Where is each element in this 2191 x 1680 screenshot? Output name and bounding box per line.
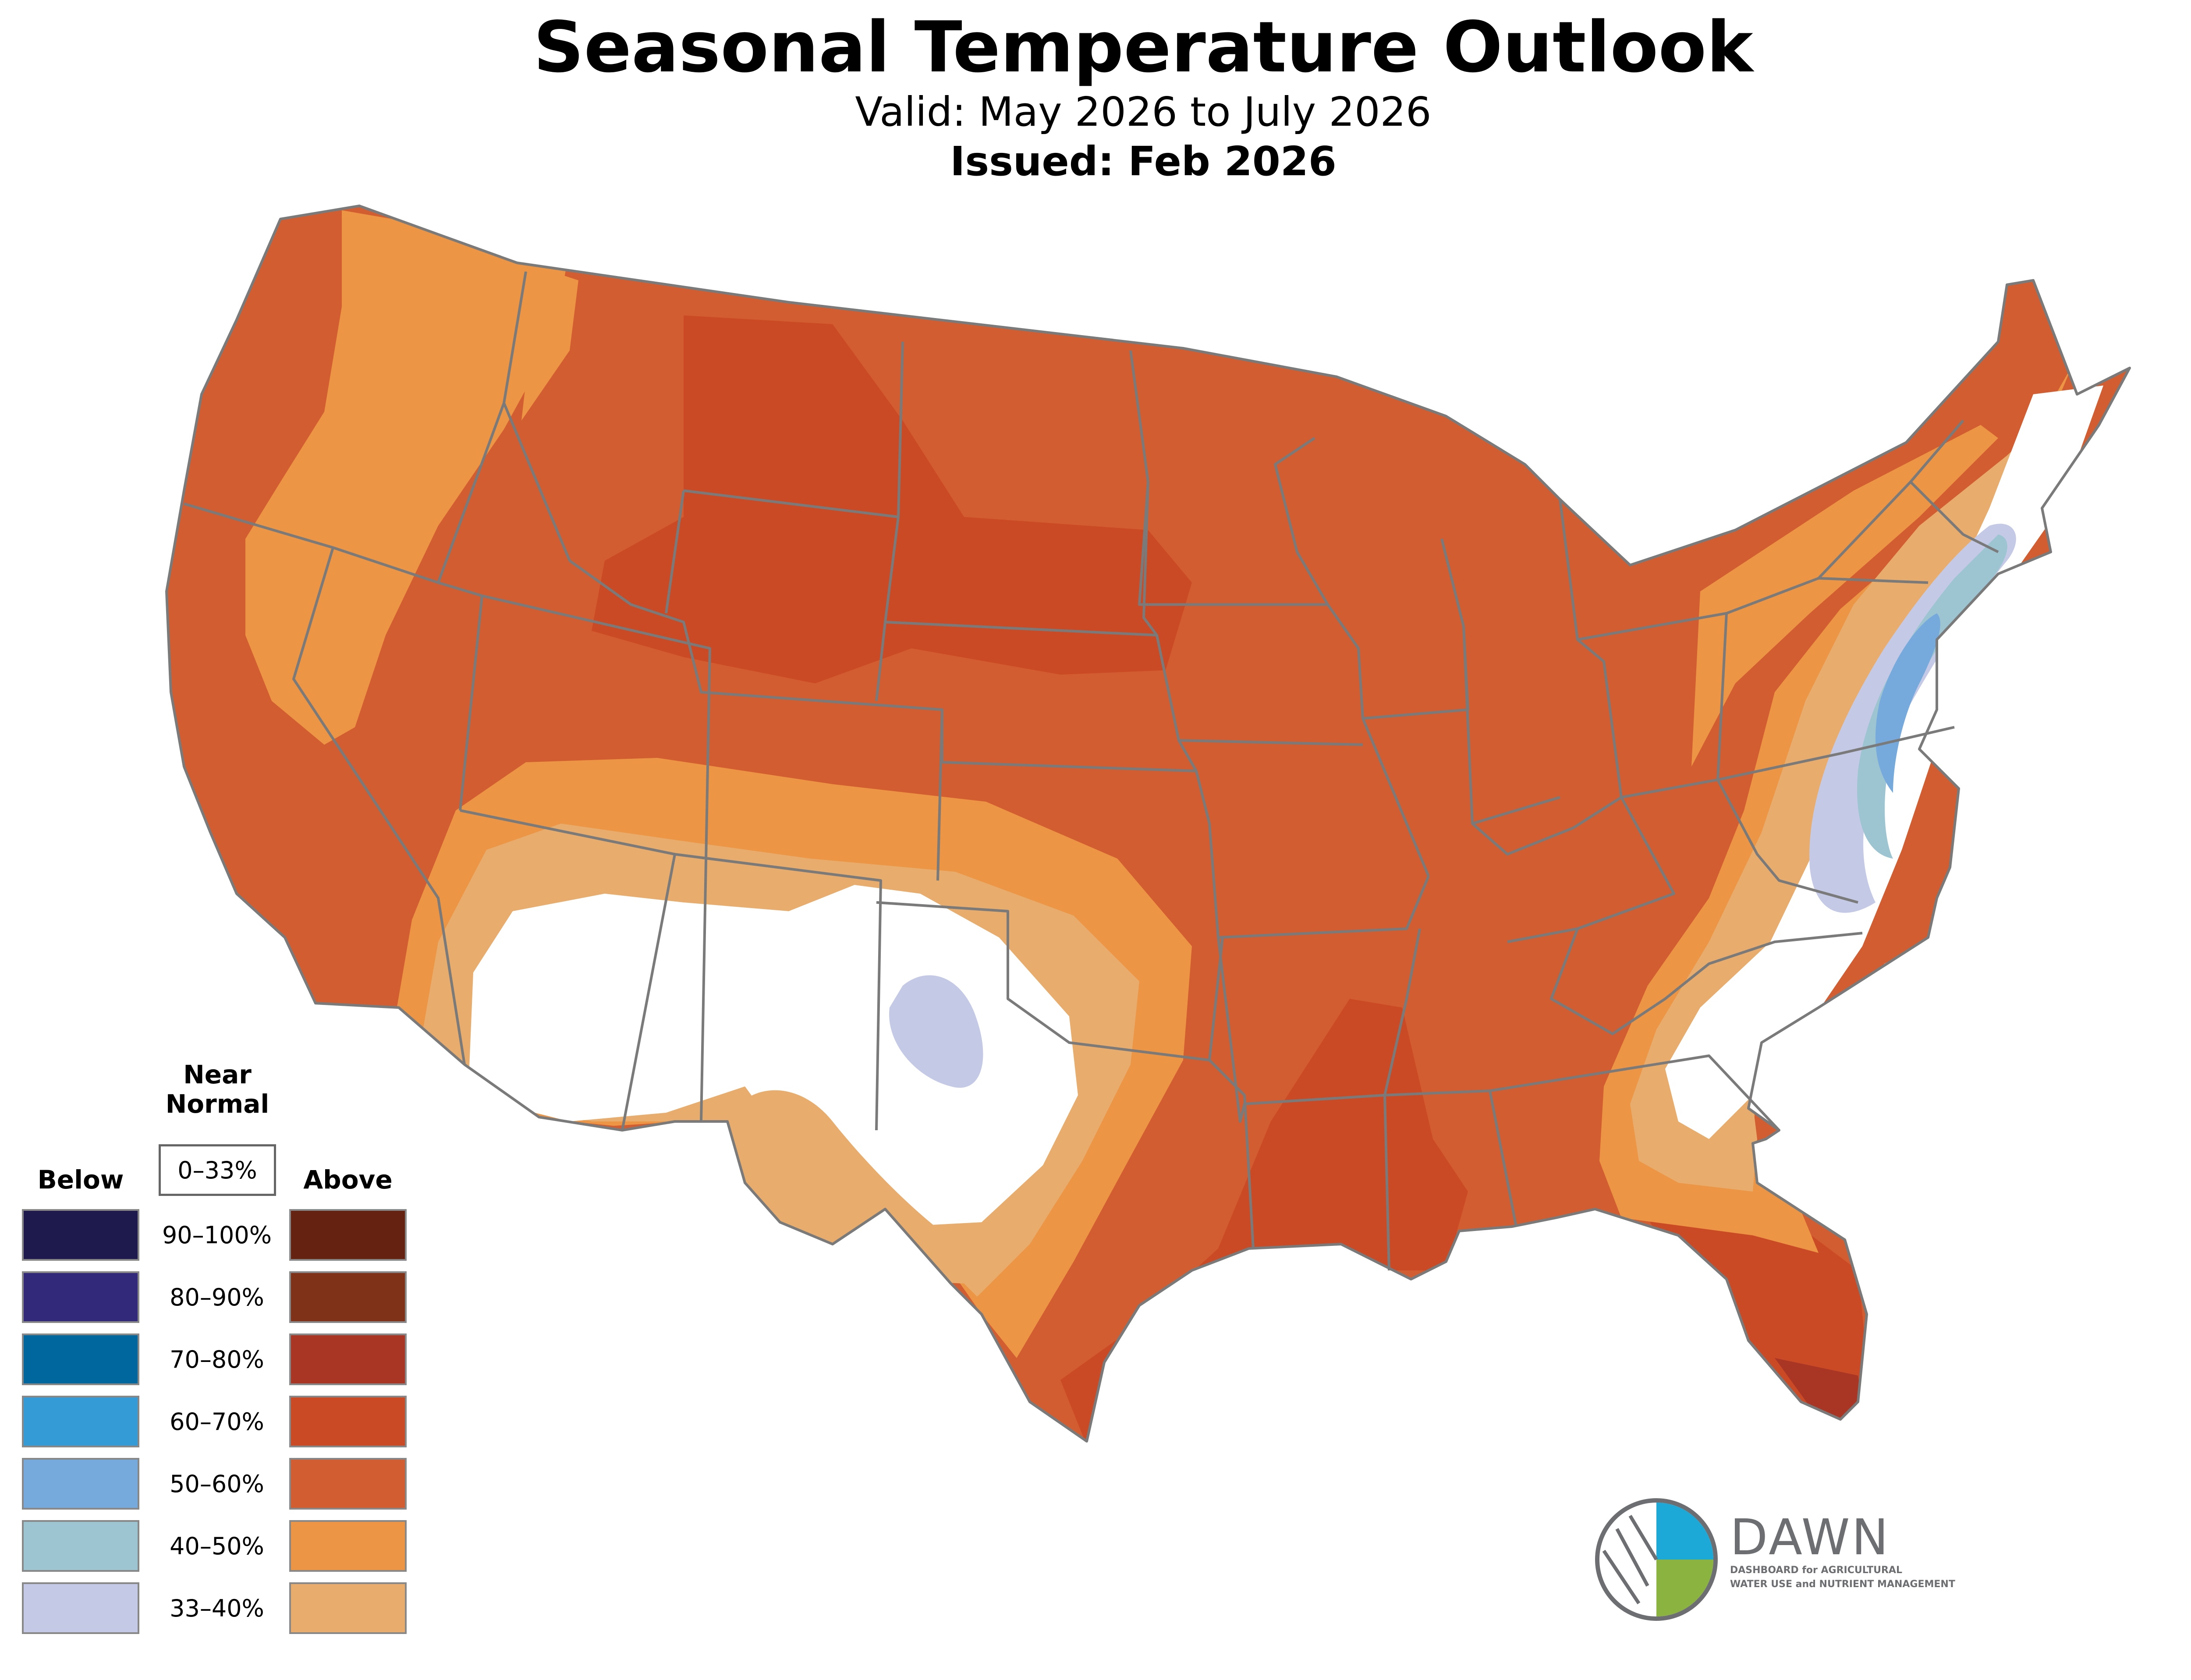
legend-above-swatch <box>289 1271 407 1323</box>
legend-below-swatch <box>22 1520 139 1572</box>
legend-range-label: 60–70% <box>170 1408 264 1436</box>
legend-below-heading: Below <box>37 1165 124 1195</box>
legend-below-swatch <box>22 1582 139 1634</box>
above-40-50-northwest-strip <box>521 267 578 421</box>
us-outline <box>165 205 2131 1443</box>
dawn-logo-text: DAWN <box>1730 1509 1890 1566</box>
state-lines-east <box>1383 420 1999 1271</box>
dawn-logo-line2: WATER USE and NUTRIENT MANAGEMENT <box>1730 1579 1955 1590</box>
dawn-logo-line1: DASHBOARD for AGRICULTURAL <box>1730 1565 1902 1576</box>
legend-below-swatch <box>22 1333 139 1385</box>
issued-date: Issued: Feb 2026 <box>950 138 1337 185</box>
legend-range-label: 80–90% <box>170 1284 264 1311</box>
valid-period: Valid: May 2026 to July 2026 <box>855 88 1432 135</box>
legend-below-swatch <box>22 1396 139 1447</box>
above-60-70-northern-plains <box>592 315 1192 683</box>
legend-above-swatch <box>289 1396 407 1447</box>
state-lines-west <box>184 271 1158 1131</box>
legend-above-swatch <box>289 1582 407 1634</box>
legend-range-label: 90–100% <box>162 1221 272 1249</box>
near-normal-range: 0–33% <box>159 1144 276 1196</box>
legend-above-swatch <box>289 1520 407 1572</box>
legend-above-swatch <box>289 1458 407 1510</box>
above-60-70-south-central <box>1060 999 1468 1441</box>
legend-below-swatch <box>22 1458 139 1510</box>
near-normal-southwest <box>469 885 1078 1227</box>
legend-above-swatch <box>289 1209 407 1261</box>
legend-below-swatch <box>22 1209 139 1261</box>
dawn-logo-mark <box>1595 1498 1718 1621</box>
legend-range-label: 50–60% <box>170 1470 264 1498</box>
below-50-60-mid-atlantic <box>1875 613 1940 793</box>
legend-near-normal-heading: Near Normal <box>159 1060 276 1118</box>
legend-above-swatch <box>289 1333 407 1385</box>
legend-range-label: 70–80% <box>170 1346 264 1373</box>
legend-above-heading: Above <box>303 1165 393 1195</box>
map-title: Seasonal Temperature Outlook <box>533 6 1753 88</box>
normal-label: Normal <box>165 1089 269 1119</box>
below-33-40-oklahoma <box>889 975 983 1088</box>
legend-range-label: 33–40% <box>170 1595 264 1622</box>
near-label: Near <box>183 1060 252 1089</box>
legend-range-label: 40–50% <box>170 1532 264 1560</box>
legend-below-swatch <box>22 1271 139 1323</box>
above-40-50-northwest <box>245 210 570 745</box>
